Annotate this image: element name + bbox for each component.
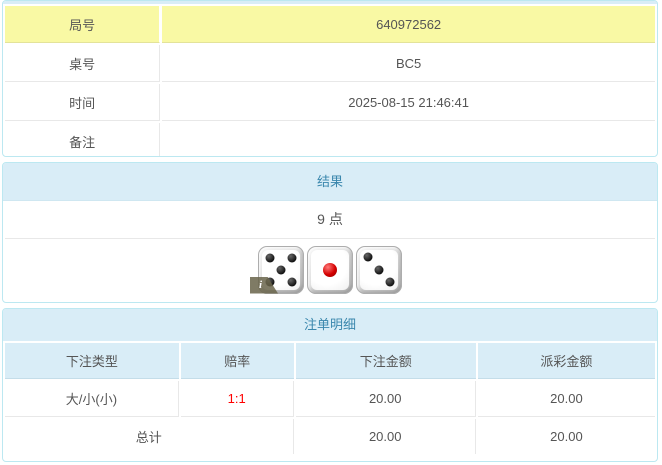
- die-pip: [323, 262, 337, 277]
- col-header-odds: 赔率: [180, 343, 294, 379]
- col-header-bet-type: 下注类型: [5, 343, 179, 379]
- game-info-table: 局号 640972562 桌号 BC5 时间 2025-08-15 21:46:…: [3, 4, 657, 156]
- odds-cell: 1:1: [180, 381, 294, 417]
- bet-details-panel: 注单明细 下注类型 赔率 下注金额 派彩金额 大/小(小) 1:1 20.00 …: [2, 308, 658, 462]
- die-1: [307, 245, 353, 294]
- remark-label: 备注: [5, 123, 161, 156]
- bet-table-header-row: 下注类型 赔率 下注金额 派彩金额: [5, 343, 655, 379]
- col-header-payout-amount: 派彩金额: [477, 343, 655, 379]
- total-bet-amount-cell: 20.00: [295, 419, 476, 454]
- die-pip: [385, 277, 395, 287]
- die-3: [356, 245, 402, 294]
- table-row-remark: 备注: [5, 123, 655, 156]
- total-payout-amount-cell: 20.00: [477, 419, 655, 454]
- bet-details-title: 注单明细: [3, 309, 657, 341]
- bet-table-total-row: 总计 20.00 20.00: [5, 419, 655, 454]
- table-row-game-id: 局号 640972562: [5, 6, 655, 43]
- die-pip: [374, 265, 384, 274]
- die-pip: [287, 277, 297, 286]
- dice-group: i: [250, 245, 402, 294]
- bet-amount-cell: 20.00: [295, 381, 476, 417]
- time-value: 2025-08-15 21:46:41: [162, 84, 655, 121]
- time-label: 时间: [5, 84, 161, 121]
- game-id-label: 局号: [5, 6, 161, 43]
- panel-top-strip: [3, 1, 657, 4]
- die-pip: [287, 253, 297, 262]
- total-label-cell: 总计: [5, 419, 294, 454]
- die-pip: [363, 252, 373, 262]
- game-info-panel: 局号 640972562 桌号 BC5 时间 2025-08-15 21:46:…: [2, 0, 658, 157]
- table-id-label: 桌号: [5, 45, 161, 82]
- table-id-value: BC5: [162, 45, 655, 82]
- bet-type-cell: 大/小(小): [5, 381, 179, 417]
- game-id-value: 640972562: [162, 6, 655, 43]
- dice-row: i: [3, 239, 657, 300]
- table-row-table-id: 桌号 BC5: [5, 45, 655, 82]
- result-panel: 结果 9 点 i: [2, 162, 658, 303]
- bet-table-row: 大/小(小) 1:1 20.00 20.00: [5, 381, 655, 417]
- result-points: 9 点: [5, 201, 655, 239]
- col-header-bet-amount: 下注金额: [295, 343, 476, 379]
- die-pip: [276, 265, 286, 274]
- table-row-time: 时间 2025-08-15 21:46:41: [5, 84, 655, 121]
- result-panel-title: 结果: [3, 163, 657, 201]
- die-pip: [265, 253, 275, 262]
- bet-details-table: 下注类型 赔率 下注金额 派彩金额 大/小(小) 1:1 20.00 20.00…: [3, 341, 657, 456]
- remark-value: [162, 123, 655, 156]
- payout-amount-cell: 20.00: [477, 381, 655, 417]
